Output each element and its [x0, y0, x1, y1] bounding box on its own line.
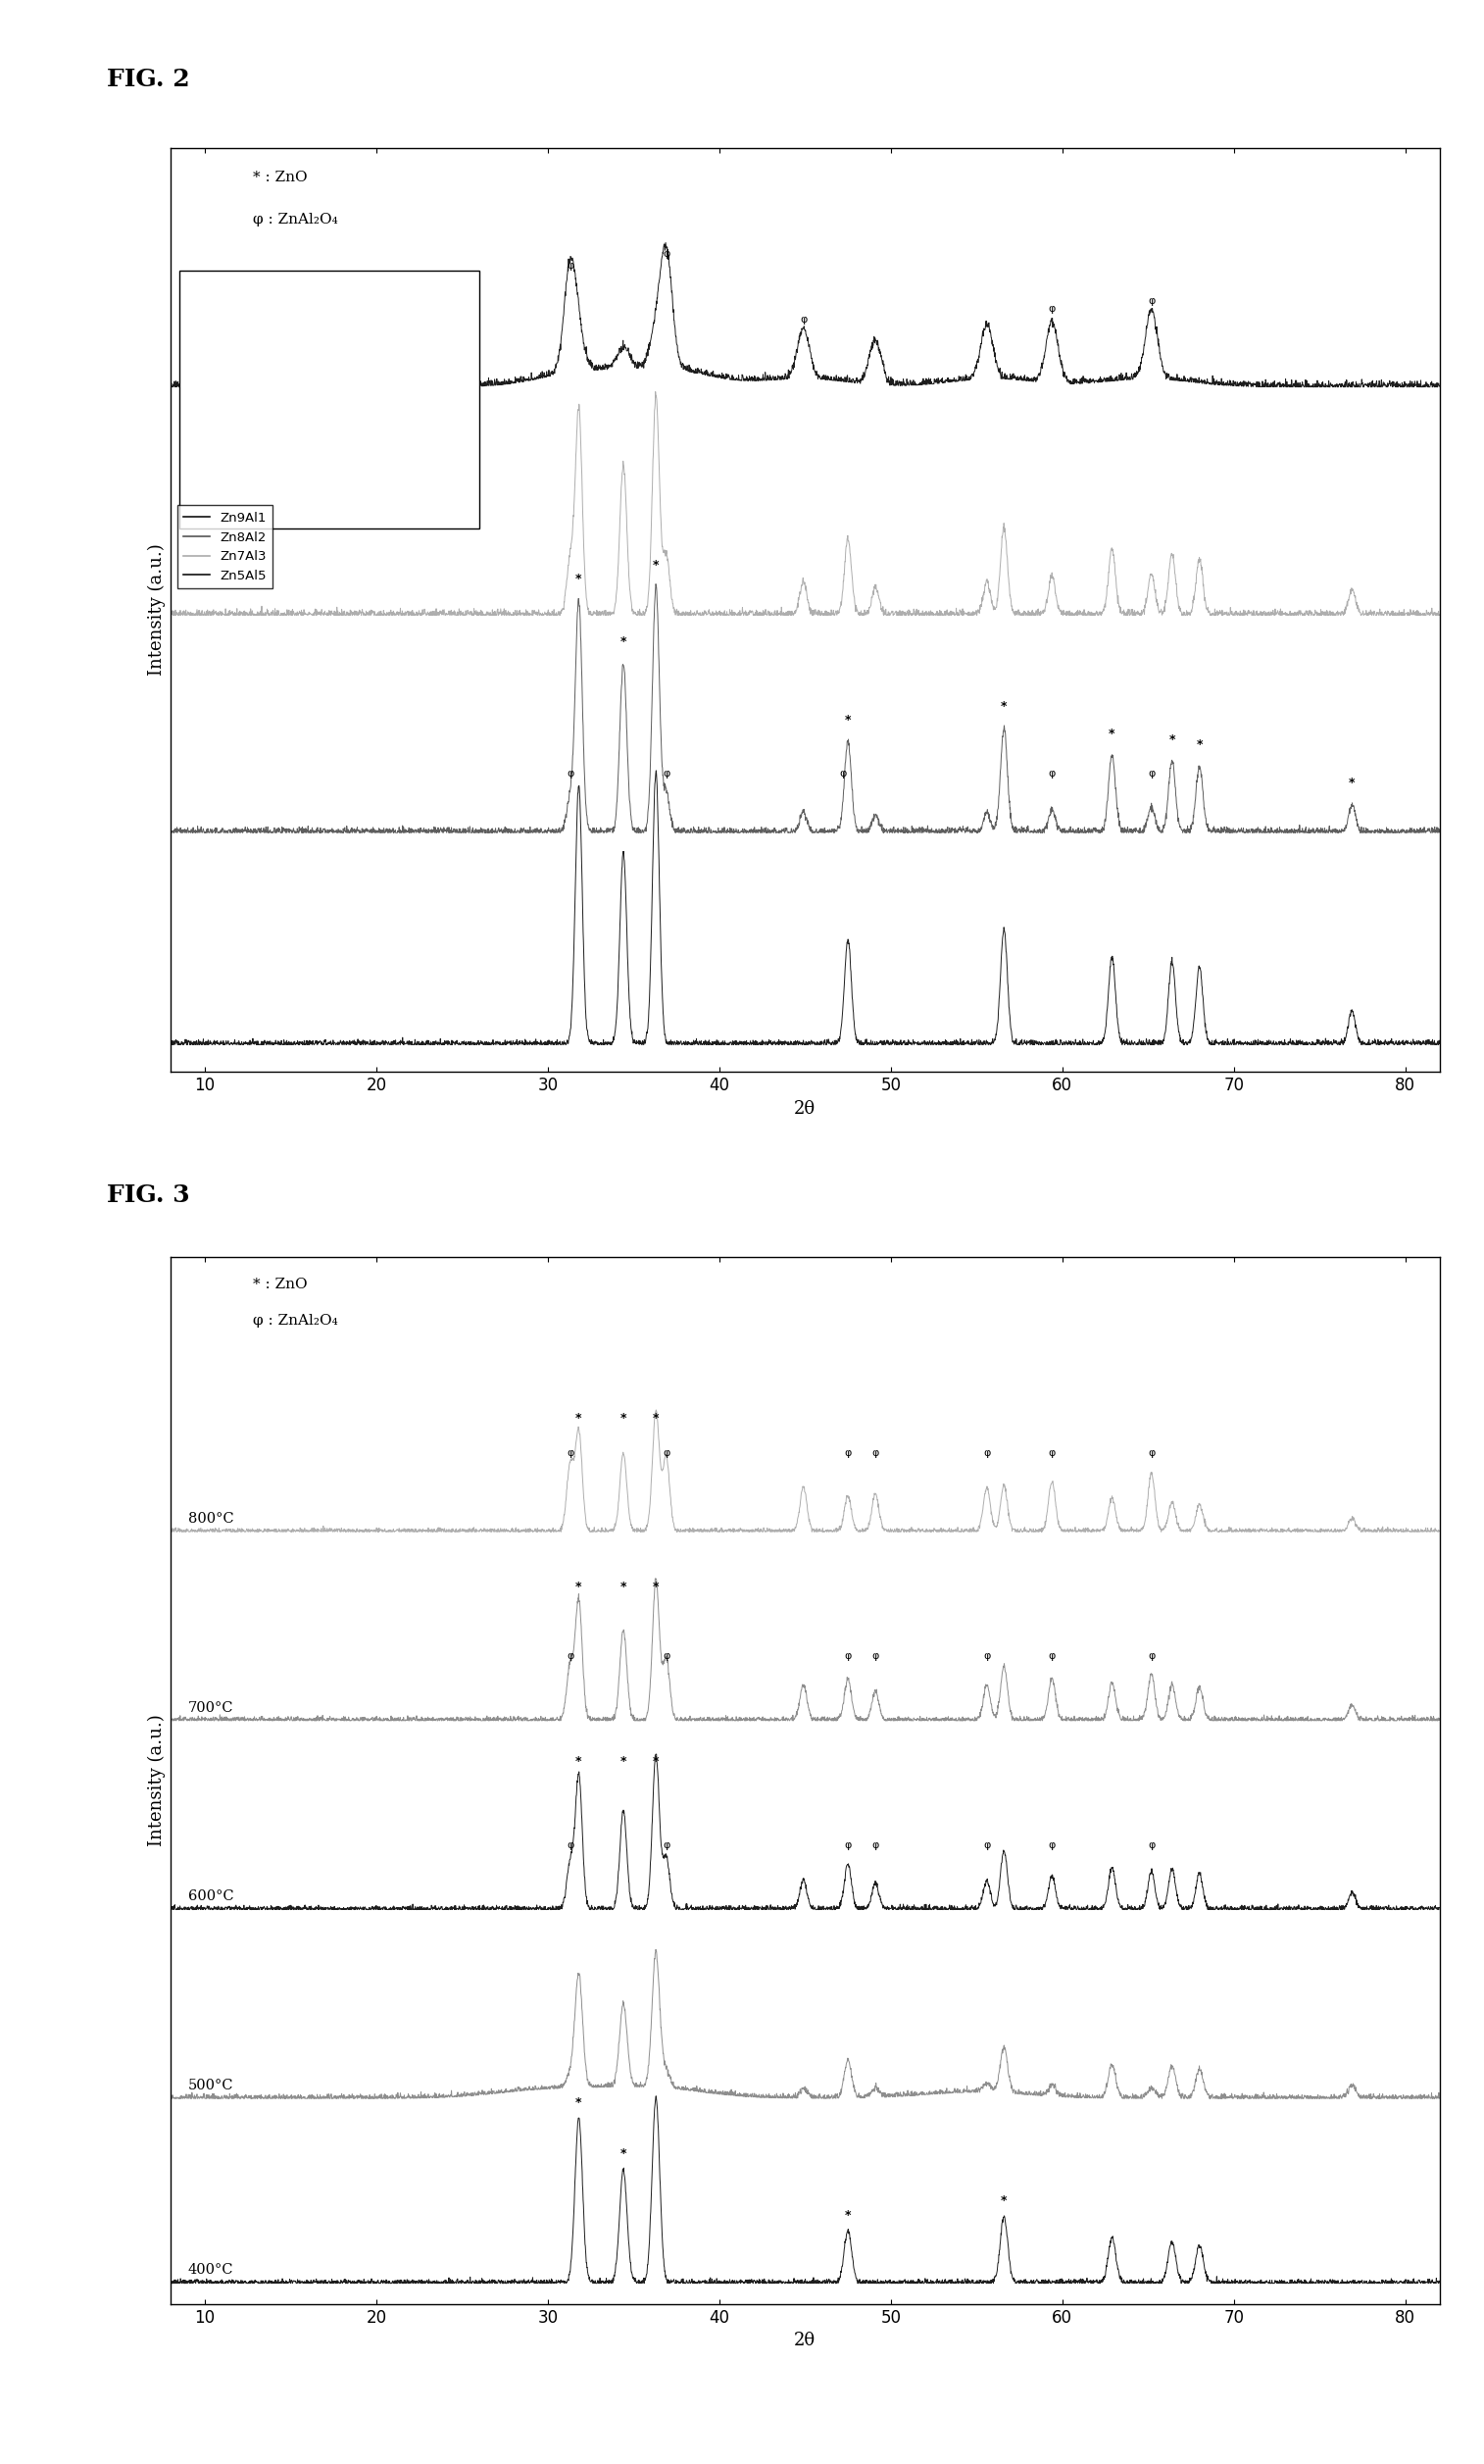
Text: FIG. 2: FIG. 2 [107, 67, 190, 91]
Text: *: * [1349, 776, 1355, 788]
Text: *: * [1000, 700, 1008, 712]
Text: φ: φ [1147, 769, 1155, 779]
Text: φ: φ [844, 1841, 852, 1850]
Text: φ: φ [800, 315, 807, 325]
Text: *: * [844, 2208, 852, 2223]
Text: *: * [576, 1579, 582, 1594]
Text: *: * [653, 559, 659, 572]
Text: φ: φ [662, 769, 669, 779]
Text: φ: φ [1048, 1449, 1055, 1459]
Text: φ: φ [838, 769, 846, 779]
Text: φ: φ [1147, 1841, 1155, 1850]
X-axis label: 2θ: 2θ [794, 2331, 816, 2348]
Text: FIG. 3: FIG. 3 [107, 1183, 190, 1207]
Text: 800°C: 800°C [188, 1513, 233, 1525]
Text: φ: φ [1147, 1651, 1155, 1661]
Text: *: * [1000, 2195, 1008, 2208]
Text: φ: φ [984, 1841, 990, 1850]
Text: φ: φ [567, 1651, 574, 1661]
Text: φ: φ [871, 1651, 879, 1661]
Text: φ: φ [984, 1449, 990, 1459]
Text: φ: φ [1147, 1449, 1155, 1459]
Text: φ: φ [1147, 296, 1155, 306]
Text: *: * [620, 1582, 626, 1594]
Text: 700°C: 700°C [188, 1700, 233, 1715]
Text: * : ZnO: * : ZnO [254, 170, 307, 185]
Text: *: * [844, 715, 852, 727]
Text: φ: φ [871, 1449, 879, 1459]
Text: *: * [576, 1754, 582, 1769]
Y-axis label: Intensity (a.u.): Intensity (a.u.) [147, 1715, 165, 1846]
Text: φ: φ [984, 1651, 990, 1661]
Text: φ: φ [871, 1841, 879, 1850]
Text: *: * [576, 2097, 582, 2109]
Text: φ: φ [567, 769, 574, 779]
Text: φ: φ [567, 261, 574, 271]
FancyBboxPatch shape [180, 271, 479, 527]
Text: 500°C: 500°C [188, 2080, 233, 2092]
Text: *: * [1196, 739, 1202, 752]
Text: *: * [576, 572, 582, 586]
Text: φ: φ [662, 249, 669, 259]
Text: *: * [620, 636, 626, 648]
Text: *: * [620, 1754, 626, 1769]
Text: φ : ZnAl₂O₄: φ : ZnAl₂O₄ [254, 1313, 338, 1328]
Text: *: * [653, 1412, 659, 1424]
Legend: Zn9Al1, Zn8Al2, Zn7Al3, Zn5Al5: Zn9Al1, Zn8Al2, Zn7Al3, Zn5Al5 [177, 505, 273, 589]
Y-axis label: Intensity (a.u.): Intensity (a.u.) [147, 545, 165, 675]
Text: *: * [653, 1582, 659, 1594]
Text: φ: φ [1048, 1651, 1055, 1661]
Text: φ: φ [1048, 769, 1055, 779]
Text: φ: φ [1048, 1841, 1055, 1850]
Text: φ: φ [662, 1449, 669, 1459]
Text: *: * [620, 1412, 626, 1424]
Text: *: * [653, 1754, 659, 1769]
Text: φ: φ [662, 1651, 669, 1661]
Text: 400°C: 400°C [188, 2264, 233, 2277]
Text: φ: φ [844, 1449, 852, 1459]
Text: *: * [576, 1412, 582, 1424]
Text: φ : ZnAl₂O₄: φ : ZnAl₂O₄ [254, 212, 338, 227]
Text: 600°C: 600°C [188, 1890, 233, 1902]
X-axis label: 2θ: 2θ [794, 1099, 816, 1116]
Text: φ: φ [662, 1841, 669, 1850]
Text: *: * [620, 2146, 626, 2161]
Text: φ: φ [1048, 303, 1055, 313]
Text: * : ZnO: * : ZnO [254, 1279, 307, 1291]
Text: φ: φ [567, 1841, 574, 1850]
Text: φ: φ [844, 1651, 852, 1661]
Text: *: * [1169, 732, 1175, 747]
Text: *: * [1109, 727, 1114, 739]
Text: φ: φ [567, 1449, 574, 1459]
